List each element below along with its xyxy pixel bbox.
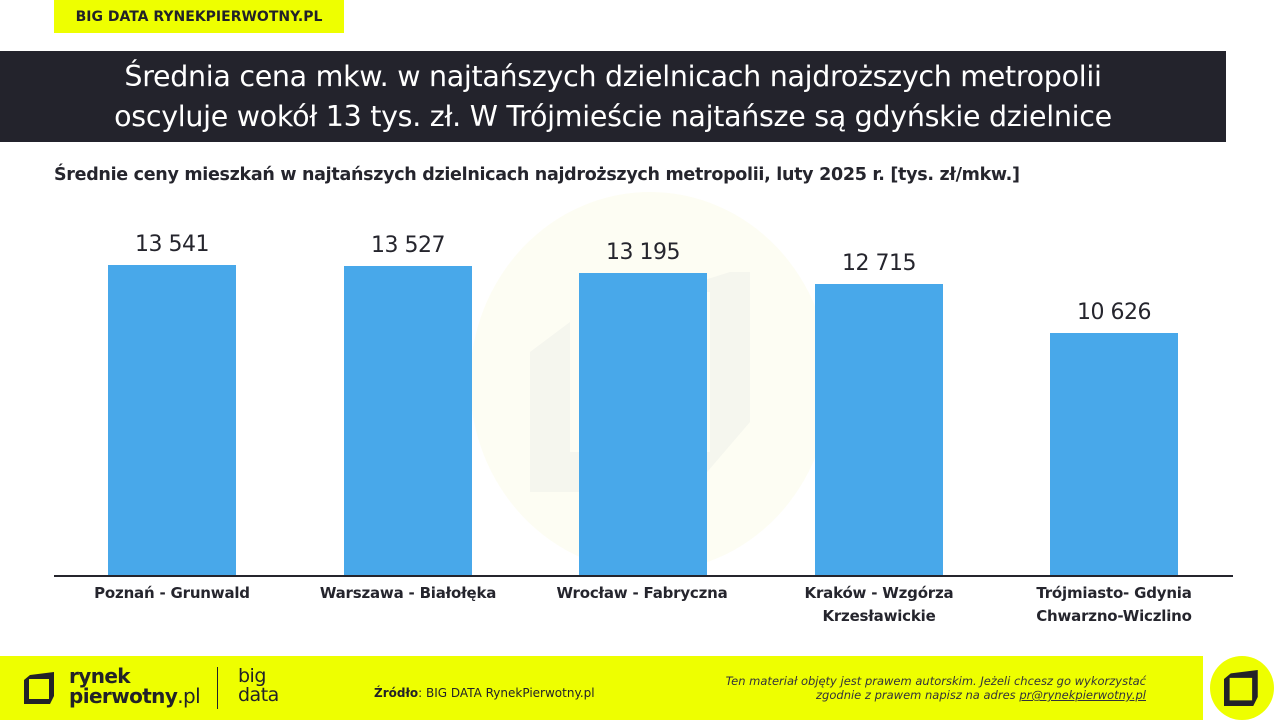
corner-logo-badge <box>1210 656 1274 720</box>
bar-krakow-wzgorza <box>815 284 943 576</box>
category-label-line: Trójmiasto- Gdynia <box>1036 584 1192 602</box>
bar-value-label: 13 541 <box>135 232 209 257</box>
source-value: : BIG DATA RynekPierwotny.pl <box>418 686 595 700</box>
logo-divider <box>217 667 218 709</box>
copyright-line-2: zgodnie z prawem napisz na adres <box>816 688 1020 702</box>
x-axis-line <box>54 575 1233 577</box>
category-label: Warszawa - Białołęka <box>288 582 528 605</box>
category-label-line: Kraków - Wzgórza <box>804 584 954 602</box>
bar-chart: 13 541 13 527 13 195 12 715 10 626 Pozna… <box>52 232 1234 628</box>
bar-trojmiasto-gdynia <box>1050 333 1178 576</box>
category-label-line: Chwarzno-Wiczlino <box>1036 607 1192 625</box>
footer-bar <box>0 656 1203 720</box>
bar-value-label: 10 626 <box>1077 300 1151 325</box>
category-label-line: Warszawa - Białołęka <box>319 584 497 602</box>
rynekpierwotny-logo-icon <box>24 672 54 704</box>
source-note: Źródło: BIG DATA RynekPierwotny.pl <box>374 686 595 700</box>
category-label: Trójmiasto- Gdynia Chwarzno-Wiczlino <box>994 582 1234 628</box>
copyright-line-1: Ten materiał objęty jest prawem autorski… <box>725 674 1146 688</box>
contact-email-link[interactable]: pr@rynekpierwotny.pl <box>1019 688 1146 702</box>
category-label: Poznań - Grunwald <box>52 582 292 605</box>
rynekpierwotny-badge-icon <box>1224 670 1258 706</box>
bar-poznan-grunwald <box>108 265 236 576</box>
headline-banner: Średnia cena mkw. w najtańszych dzielnic… <box>0 51 1226 142</box>
headline-line-2: oscyluje wokół 13 tys. zł. W Trójmieście… <box>114 99 1112 133</box>
bar-value-label: 13 527 <box>371 233 445 258</box>
bar-value-label: 13 195 <box>606 240 680 265</box>
chart-title: Średnie ceny mieszkań w najtańszych dzie… <box>54 165 1020 185</box>
category-label: Wrocław - Fabryczna <box>522 582 762 605</box>
brand-tag: BIG DATA RYNEKPIERWOTNY.PL <box>54 0 344 33</box>
bigdata-line-1: big <box>238 665 266 687</box>
bar-warszawa-bialoleka <box>344 266 472 576</box>
bar-wroclaw-fabryczna <box>579 273 707 576</box>
logo-line-2: pierwotny <box>69 684 178 708</box>
bar-value-label: 12 715 <box>842 251 916 276</box>
source-label: Źródło <box>374 686 419 700</box>
rynekpierwotny-logo-text: rynek pierwotny.pl <box>69 664 201 708</box>
copyright-note: Ten materiał objęty jest prawem autorski… <box>726 674 1146 702</box>
logo-line-1: rynek <box>69 664 131 688</box>
bigdata-logo-text: big data <box>238 667 279 705</box>
headline-line-1: Średnia cena mkw. w najtańszych dzielnic… <box>124 59 1102 93</box>
bigdata-line-2: data <box>238 684 279 706</box>
logo-suffix: .pl <box>177 684 201 708</box>
category-label-line: Poznań - Grunwald <box>94 584 250 602</box>
category-label-line: Krzesławickie <box>822 607 936 625</box>
category-label-line: Wrocław - Fabryczna <box>556 584 728 602</box>
category-label: Kraków - Wzgórza Krzesławickie <box>759 582 999 628</box>
